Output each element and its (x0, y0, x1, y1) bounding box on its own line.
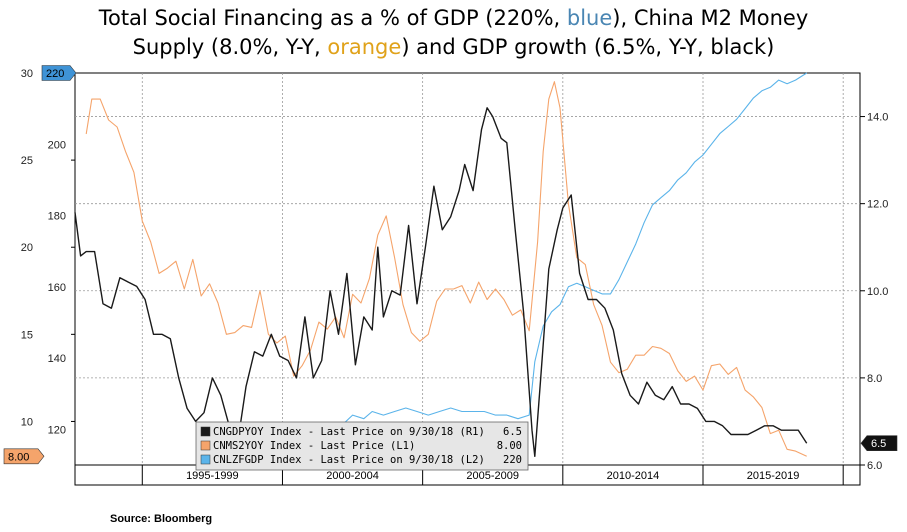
title-part: ), China M2 Money (612, 6, 809, 30)
era-label: 2010-2014 (607, 470, 660, 482)
series-line-right (74, 107, 808, 457)
legend-box (195, 421, 529, 471)
left-outer-axis-tick-label: 15 (21, 329, 33, 341)
legend-entry-name: CNLZFGDP Index - Last Price on 9/30/18 (… (213, 454, 485, 466)
left-outer-axis-tick-label: 20 (21, 242, 33, 254)
gdp-last-value-tag-text: 6.5 (871, 438, 886, 450)
title-orange-word: orange (327, 35, 402, 59)
title-part: Supply (8.0%, Y-Y, (132, 35, 328, 59)
series-lines (74, 72, 808, 457)
chart-title: Total Social Financing as a % of GDP (22… (0, 4, 907, 62)
gdp-last-value-tag-shape (860, 435, 898, 452)
left-inner-axis-tick-label: 160 (48, 282, 66, 294)
tsf-last-value-tag: 220 (41, 65, 77, 81)
series-line-left_outer (85, 81, 807, 457)
series-line-left_inner (340, 72, 807, 427)
title-blue-word: blue (566, 6, 613, 30)
right-axis-tick-label: 14.0 (867, 112, 888, 124)
left-outer-axis-tick-label: 25 (21, 155, 33, 167)
m2-last-value-tag-text: 8.00 (8, 451, 29, 463)
era-label: 2000-2004 (326, 470, 379, 482)
left-outer-axis-tick-label: 10 (21, 416, 33, 428)
legend-entry-name: CNMS2YOY Index - Last Price (L1) (213, 440, 415, 452)
left-inner-axis-tick-label: 180 (48, 211, 66, 223)
right-axis-tick-label: 10.0 (867, 286, 888, 298)
m2-last-value-tag-shape (3, 448, 45, 465)
legend-swatch (200, 426, 211, 437)
chart-title-line-1: Total Social Financing as a % of GDP (22… (0, 4, 907, 33)
legend-swatch (200, 454, 211, 465)
grid (75, 73, 860, 466)
gdp-last-value-tag: 6.5 (860, 435, 898, 452)
tsf-last-value-tag-shape (41, 65, 77, 81)
last-value-tags: 220 8.00 6.5 (3, 65, 898, 465)
right-axis-tick-label: 8.0 (867, 373, 882, 385)
era-label: 2005-2009 (466, 470, 519, 482)
left-outer-axis-tick-label: 30 (21, 68, 33, 80)
legend-entry-name: CNGDPYOY Index - Last Price on 9/30/18 (… (213, 426, 485, 438)
title-part: ) and GDP growth (6.5%, Y-Y, black) (401, 35, 775, 59)
left-inner-axis-tick-label: 200 (48, 139, 66, 151)
left-inner-axis-tick-label: 140 (48, 353, 66, 365)
tsf-last-value-tag-text: 220 (46, 68, 64, 80)
legend: CNGDPYOY Index - Last Price on 9/30/18 (… (195, 421, 529, 471)
legend-entry-value: 220 (503, 454, 522, 466)
title-part: Total Social Financing as a % of GDP (22… (98, 6, 567, 30)
axes: 6.0 8.0 10.0 12.0 14.0 10 15 20 25 30 120 140 160 180… (21, 68, 889, 472)
source-note: Source: Bloomberg (110, 513, 213, 525)
legend-entry-value: 6.5 (503, 426, 522, 438)
right-axis-tick-label: 12.0 (867, 199, 888, 211)
legend-swatch (200, 440, 211, 451)
chart-title-line-2: Supply (8.0%, Y-Y, orange) and GDP growt… (0, 33, 907, 62)
m2-last-value-tag: 8.00 (3, 448, 45, 465)
era-label: 2015-2019 (747, 470, 800, 482)
legend-entry-value: 8.00 (497, 440, 522, 452)
right-axis-tick-label: 6.0 (867, 460, 882, 472)
era-label: 1995-1999 (186, 470, 239, 482)
left-inner-axis-tick-label: 120 (48, 424, 66, 436)
plot-frame (74, 72, 861, 486)
